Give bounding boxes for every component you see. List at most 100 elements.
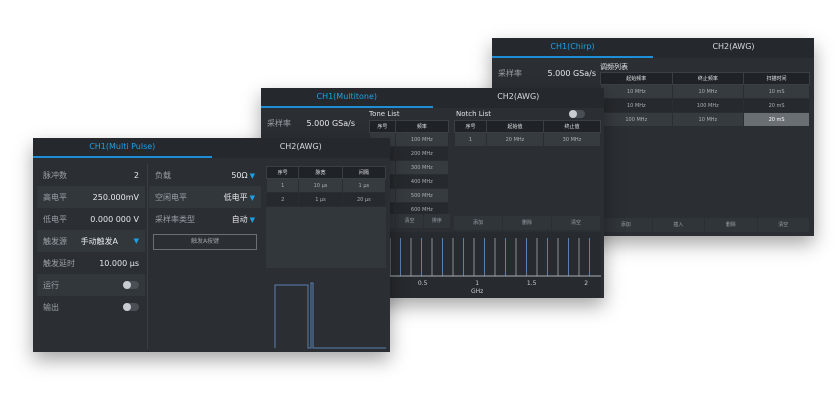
tab-ch1-multi-pulse[interactable]: CH1(Multi Pulse) bbox=[33, 138, 212, 158]
toggle-switch[interactable] bbox=[123, 281, 139, 289]
spectrum-chart: 0.5 1 1.5 2 GHz bbox=[386, 232, 601, 298]
param-value[interactable]: 自动 bbox=[231, 214, 248, 224]
action-button[interactable]: 清空 bbox=[552, 216, 600, 230]
param-row[interactable]: 脉冲数 2 bbox=[37, 164, 145, 186]
tone-list-title: Tone List bbox=[369, 110, 400, 118]
tab-ch2-awg[interactable]: CH2(AWG) bbox=[497, 92, 540, 101]
table-cell[interactable]: 10 MHz bbox=[671, 112, 745, 127]
toggle-label: 输出 bbox=[43, 302, 59, 312]
x-tick-label: 2 bbox=[584, 280, 588, 287]
table-cell[interactable]: 100 MHz bbox=[394, 132, 450, 147]
x-tick-label: 0.5 bbox=[418, 280, 428, 287]
toggle-label: 运行 bbox=[43, 280, 59, 290]
tab-ch2-awg[interactable]: CH2(AWG) bbox=[279, 142, 322, 151]
table-cell[interactable]: 10 MHz bbox=[600, 84, 673, 99]
x-axis-unit: GHz bbox=[471, 288, 483, 295]
param-value[interactable]: 手动触发A bbox=[80, 236, 119, 246]
param-row[interactable]: 高电平 250.000mV bbox=[37, 186, 145, 208]
param-row[interactable]: 空闲电平 低电平 ▼ bbox=[149, 186, 261, 208]
chirp-list-title: 调频列表 bbox=[600, 63, 628, 71]
tab-ch2-awg[interactable]: CH2(AWG) bbox=[712, 42, 755, 51]
param-value[interactable]: 10.000 µs bbox=[99, 258, 139, 268]
column-header: 序号 bbox=[454, 120, 487, 133]
table-row[interactable]: 1 10 µs 1 µs bbox=[265, 178, 387, 193]
chevron-down-icon: ▼ bbox=[249, 193, 255, 202]
param-label: 触发延时 bbox=[43, 258, 75, 268]
table-row[interactable]: 10 MHz 10 MHz 10 mS bbox=[600, 84, 810, 99]
param-label: 高电平 bbox=[43, 192, 67, 202]
table-cell[interactable]: 20 mS bbox=[743, 98, 810, 113]
table-cell[interactable]: 100 MHz bbox=[600, 112, 673, 127]
x-tick-label: 1.5 bbox=[527, 280, 537, 287]
column-header: 起始值 bbox=[485, 120, 544, 133]
table-cell[interactable]: 100 MHz bbox=[671, 98, 745, 113]
notch-toggle[interactable] bbox=[569, 110, 585, 118]
action-button[interactable]: 删除 bbox=[705, 218, 757, 232]
column-header: 脉宽 bbox=[298, 166, 343, 179]
table-cell[interactable]: 400 MHz bbox=[394, 174, 450, 189]
table-cell[interactable]: 2 bbox=[265, 192, 300, 207]
param-value[interactable]: 50Ω bbox=[231, 170, 248, 180]
pulse-waveform bbox=[274, 282, 386, 349]
table-cell[interactable]: 20 mS bbox=[743, 112, 810, 127]
table-cell[interactable]: 500 MHz bbox=[394, 188, 450, 203]
toggle-row: 运行 bbox=[37, 274, 145, 296]
param-row[interactable]: 采样率类型 自动 ▼ bbox=[149, 208, 261, 230]
table-row[interactable]: 100 MHz 10 MHz 20 mS bbox=[600, 112, 810, 127]
table-cell[interactable]: 300 MHz bbox=[394, 160, 450, 175]
table-cell[interactable]: 10 MHz bbox=[671, 84, 745, 99]
trigger-a-button[interactable]: 触发A按键 bbox=[153, 234, 257, 250]
param-row[interactable]: 负载 50Ω ▼ bbox=[149, 164, 261, 186]
param-label: 空闲电平 bbox=[155, 192, 187, 202]
column-header: 序号 bbox=[369, 120, 396, 133]
param-label: 采样率类型 bbox=[155, 214, 195, 224]
table-cell[interactable]: 20 µs bbox=[341, 192, 387, 207]
param-value[interactable]: 2 bbox=[133, 170, 139, 180]
table-cell[interactable]: 1 bbox=[265, 178, 300, 193]
action-button[interactable]: 插入 bbox=[652, 218, 704, 232]
multi-pulse-panel: CH1(Multi Pulse) CH2(AWG) 脉冲数 2 高电平 250.000m… bbox=[33, 138, 390, 352]
table-cell[interactable]: 10 MHz bbox=[600, 98, 673, 113]
table-cell[interactable]: 600 MHz bbox=[394, 202, 450, 217]
param-row[interactable]: 低电平 0.000 000 V bbox=[37, 208, 145, 230]
toggle-switch[interactable] bbox=[123, 303, 139, 311]
column-header: 扫描时间 bbox=[743, 72, 810, 85]
rate-value[interactable]: 5.000 GSa/s bbox=[547, 68, 597, 78]
param-value[interactable]: 低电平 bbox=[223, 192, 248, 202]
table-cell[interactable]: 1 bbox=[454, 132, 487, 147]
action-button[interactable]: 删除 bbox=[503, 216, 551, 230]
table-cell[interactable]: 1 µs bbox=[298, 192, 343, 207]
param-label: 触发源 bbox=[43, 236, 67, 246]
table-cell[interactable]: 20 MHz bbox=[485, 132, 544, 147]
table-cell[interactable]: 10 µs bbox=[298, 178, 343, 193]
column-header: 频率 bbox=[394, 120, 450, 133]
table-cell[interactable]: 30 MHz bbox=[542, 132, 602, 147]
rate-value[interactable]: 5.000 GSa/s bbox=[306, 118, 356, 128]
notch-table: 序号 起始值 终止值 1 20 MHz 30 MHz bbox=[454, 120, 602, 147]
table-row[interactable]: 1 20 MHz 30 MHz bbox=[454, 132, 602, 147]
param-value[interactable]: 250.000mV bbox=[92, 192, 139, 202]
param-value[interactable]: 0.000 000 V bbox=[90, 214, 139, 224]
action-button[interactable]: 添加 bbox=[454, 216, 502, 230]
rate-label: 采样率 bbox=[267, 118, 291, 128]
tab-ch1-multitone[interactable]: CH1(Multitone) bbox=[261, 88, 433, 108]
pulse-table: 序号 脉宽 间隔 1 10 µs 1 µs 2 1 µs 20 µs bbox=[265, 166, 387, 207]
action-button[interactable]: 清空 bbox=[757, 218, 809, 232]
multitone-panel: CH1(Multitone) CH2(AWG) 采样率 5.000 GSa/s To… bbox=[261, 88, 604, 298]
notch-list-title: Notch List bbox=[456, 110, 492, 118]
table-cell[interactable]: 1 µs bbox=[341, 178, 387, 193]
action-button[interactable]: 添加 bbox=[600, 218, 652, 232]
action-button[interactable]: 清空 bbox=[396, 214, 423, 228]
param-row[interactable]: 触发源 手动触发A ▼ bbox=[37, 230, 145, 252]
column-header: 序号 bbox=[265, 166, 300, 179]
table-row[interactable]: 10 MHz 100 MHz 20 mS bbox=[600, 98, 810, 113]
chirp-panel: CH1(Chirp) CH2(AWG) 采样率 5.000 GSa/s 调频列表 起… bbox=[492, 38, 814, 236]
tab-ch1-chirp[interactable]: CH1(Chirp) bbox=[492, 38, 653, 58]
table-cell[interactable]: 200 MHz bbox=[394, 146, 450, 161]
chirp-table: 起始频率 终止频率 扫描时间 10 MHz 10 MHz 10 mS 10 MHz 100 M… bbox=[600, 72, 810, 127]
action-button[interactable]: 排序 bbox=[423, 214, 450, 228]
table-cell[interactable]: 10 mS bbox=[743, 84, 810, 99]
param-row[interactable]: 触发延时 10.000 µs bbox=[37, 252, 145, 274]
param-label: 低电平 bbox=[43, 214, 67, 224]
